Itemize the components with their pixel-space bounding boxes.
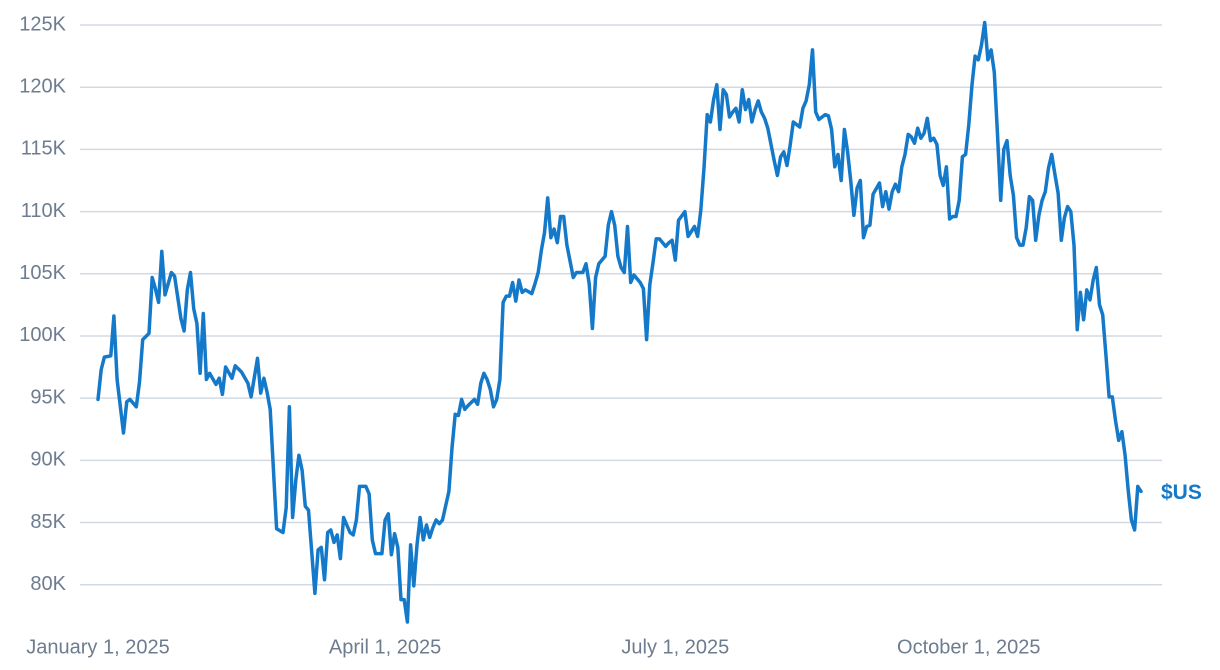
y-tick-label: 100K (19, 324, 66, 346)
y-tick-label: 95K (30, 386, 66, 408)
x-tick-label: January 1, 2025 (26, 636, 169, 658)
y-tick-label: 90K (30, 449, 66, 471)
y-tick-label: 125K (19, 13, 66, 35)
price-line (96, 20, 1143, 624)
x-tick-label: April 1, 2025 (329, 636, 441, 658)
y-tick-label: 110K (21, 200, 67, 222)
y-tick-label: 80K (30, 573, 66, 595)
y-tick-label: 115K (21, 138, 67, 160)
y-tick-label: 105K (19, 262, 66, 284)
series-label: $US (1161, 481, 1202, 504)
x-tick-label: October 1, 2025 (897, 636, 1040, 658)
y-tick-label: 85K (30, 511, 66, 533)
y-tick-label: 120K (19, 75, 66, 97)
x-tick-label: July 1, 2025 (621, 636, 729, 658)
